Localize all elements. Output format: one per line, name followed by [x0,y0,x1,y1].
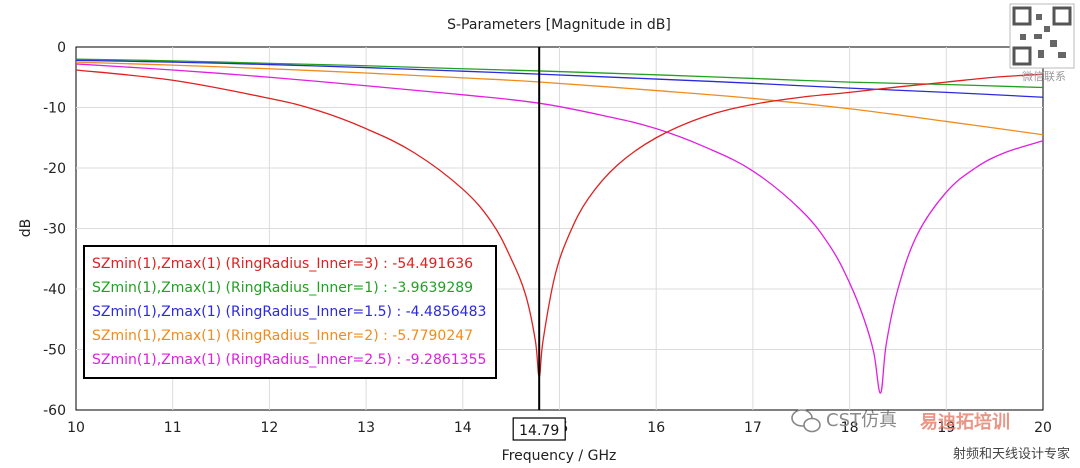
x-tick-label: 19 [937,420,955,436]
x-tick-label: 11 [164,420,182,436]
x-tick-label: 20 [1034,420,1052,436]
y-tick-label: 0 [57,40,66,56]
legend: SZmin(1),Zmax(1) (RingRadius_Inner=3) : … [83,245,497,379]
x-tick-label: 14 [454,420,472,436]
legend-entry: SZmin(1),Zmax(1) (RingRadius_Inner=1.5) … [92,304,486,320]
legend-entry: SZmin(1),Zmax(1) (RingRadius_Inner=2) : … [92,328,473,344]
y-tick-label: -10 [43,101,66,117]
qr-code [1009,3,1075,69]
watermark-brand: CST仿真 [826,410,897,431]
x-tick-label: 10 [67,420,85,436]
y-tick-label: -50 [43,343,66,359]
chart-title: S-Parameters [Magnitude in dB] [447,17,671,33]
legend-entry: SZmin(1),Zmax(1) (RingRadius_Inner=1) : … [92,280,473,296]
legend-box [83,245,497,379]
watermark-brand-tail: 易迪拓培训 [920,411,1010,433]
y-tick-label: -20 [43,161,66,177]
legend-entry: SZmin(1),Zmax(1) (RingRadius_Inner=3) : … [92,256,473,272]
watermark-bottom: 射频和天线设计专家 [953,446,1070,462]
x-axis-label: Frequency / GHz [502,448,617,464]
legend-entry: SZmin(1),Zmax(1) (RingRadius_Inner=2.5) … [92,352,486,368]
series-line [75,63,1044,394]
series-line [75,69,1044,378]
x-tick-label: 17 [744,420,762,436]
wechat-icon [791,409,821,433]
qr-caption: 微信联系 [1022,69,1066,83]
marker-readout: 14.79 [519,423,559,439]
x-tick-label: 16 [647,420,665,436]
y-tick-label: -30 [43,222,66,238]
y-tick-label: -40 [43,282,66,298]
y-tick-label: -60 [43,403,66,419]
x-tick-label: 13 [357,420,375,436]
x-tick-label: 12 [260,420,278,436]
y-axis-label: dB [18,219,34,238]
x-tick-label: 18 [841,420,859,436]
axis-ticks: 10111213141516171819200-10-20-30-40-50-6… [43,40,1052,436]
marker-readout-box[interactable] [512,417,566,441]
